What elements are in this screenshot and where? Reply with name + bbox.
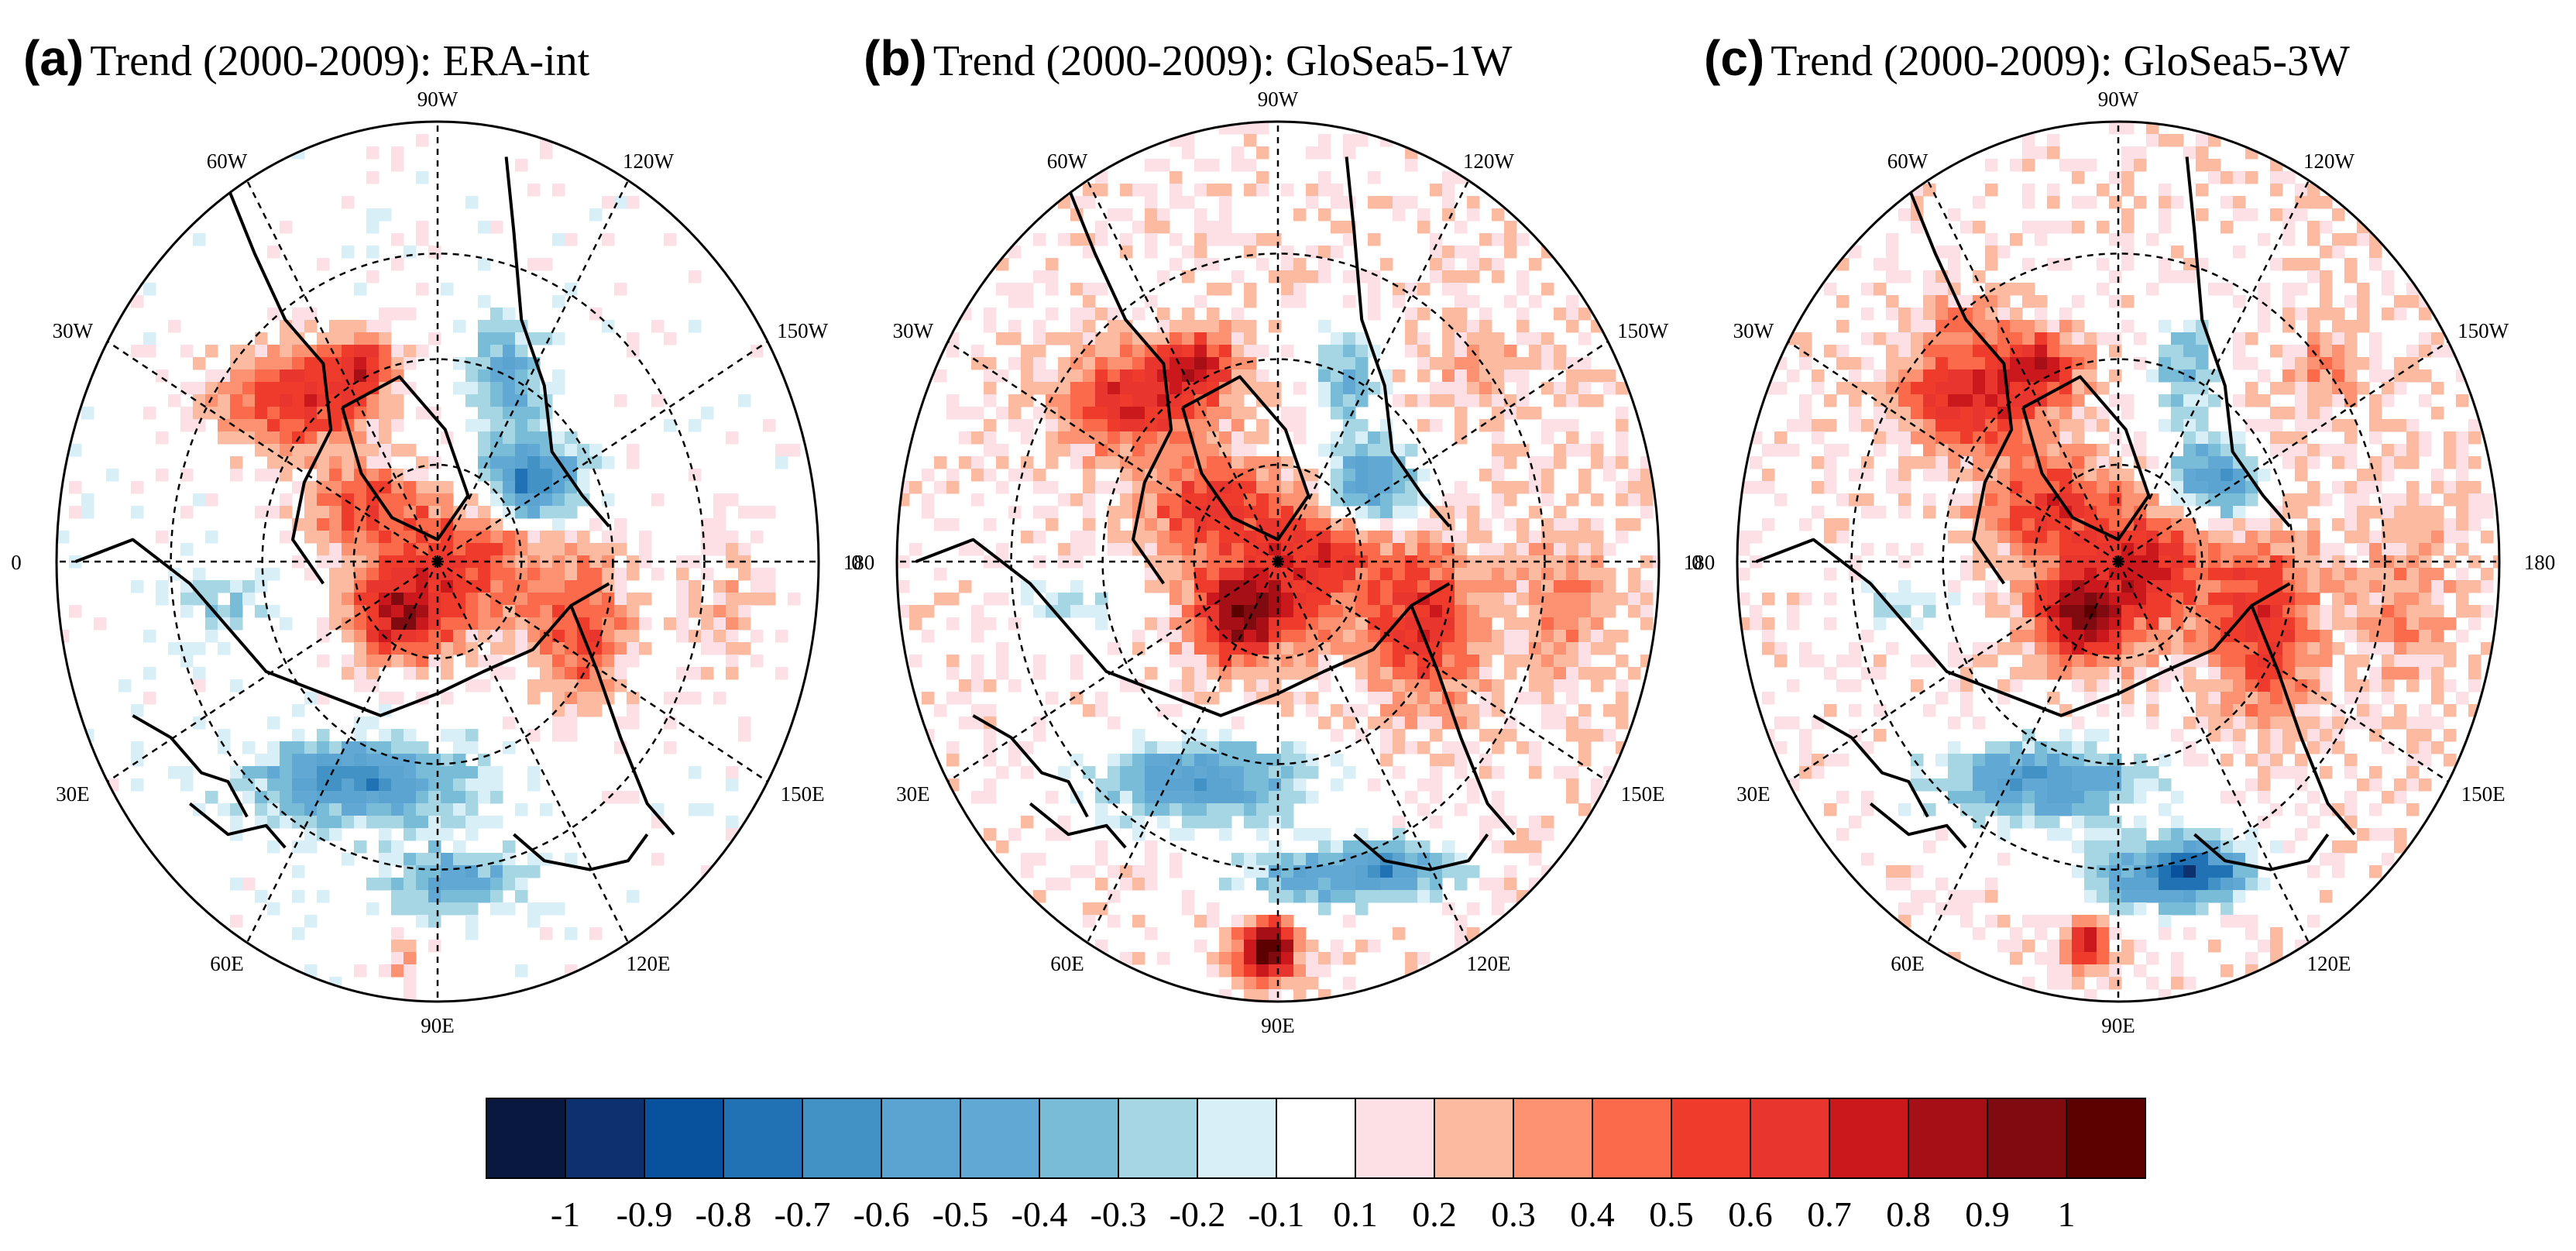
lon-label: 150W: [2458, 319, 2509, 342]
colorbar-tick-label: 0.7: [1807, 1194, 1852, 1234]
lon-label: 120W: [1463, 150, 1515, 173]
colorbar-tick-label: 0.4: [1570, 1194, 1615, 1234]
lon-label: 60W: [207, 150, 248, 173]
lon-label: 60E: [210, 952, 244, 975]
lon-label: 120W: [2303, 150, 2355, 173]
lon-label: 30E: [56, 782, 90, 806]
coastlines: [1755, 156, 2356, 871]
map-border: [55, 120, 820, 1003]
colorbar-tick-label: -0.6: [854, 1194, 910, 1234]
colorbar-segment: [1434, 1098, 1514, 1179]
colorbar-tick-label: 0.1: [1333, 1194, 1378, 1234]
colorbar-tick-label: -0.9: [617, 1194, 673, 1234]
colorbar-segment: [565, 1098, 645, 1179]
colorbar-tick-label: -0.2: [1170, 1194, 1226, 1234]
colorbar-tick-label: 0.3: [1491, 1194, 1536, 1234]
graticule: [1737, 122, 2499, 1002]
colorbar-tick-label: 0.5: [1649, 1194, 1694, 1234]
colorbar-tick-label: 1: [2058, 1194, 2076, 1234]
lon-label: 150E: [2461, 782, 2506, 806]
lon-label: 150W: [777, 319, 829, 342]
colorbar-tick-label: -0.1: [1249, 1194, 1305, 1234]
colorbar-tick-label: -0.8: [696, 1194, 752, 1234]
graticule: [897, 122, 1659, 1002]
lon-label: 150E: [781, 782, 825, 806]
colorbar-segment: [486, 1098, 566, 1179]
colorbar-segment: [1750, 1098, 1830, 1179]
polar-map-c: 90W 120W 150W 180 150E 120E 90E 60E 30E 0 30W 60W: [1692, 88, 2555, 1037]
colorbar: -1 -0.9 -0.8 -0.7 -0.6 -0.5 -0.4 -0.3 -0.2 -0.1 0.…: [486, 1098, 2146, 1234]
coastlines: [74, 156, 675, 871]
colorbar-tick-label: -0.5: [933, 1194, 989, 1234]
graticule: [57, 122, 819, 1002]
colorbar-segment: [1039, 1098, 1119, 1179]
lon-label: 30W: [893, 319, 934, 342]
colorbar-tick-label: 0.9: [1965, 1194, 2010, 1234]
lon-label: 30W: [53, 319, 94, 342]
colorbar-segment: [802, 1098, 882, 1179]
colorbar-segment: [1197, 1098, 1277, 1179]
lon-label: 90W: [2098, 88, 2139, 111]
lon-label: 60E: [1891, 952, 1925, 975]
colorbar-segment: [1671, 1098, 1751, 1179]
colorbar-tick-label: 0.2: [1412, 1194, 1457, 1234]
lon-label: 90W: [1258, 88, 1299, 111]
lon-label: 150W: [1617, 319, 1669, 342]
colorbar-segment: [881, 1098, 961, 1179]
colorbar-tick-label: -0.4: [1012, 1194, 1068, 1234]
lon-label: 90E: [1261, 1014, 1295, 1037]
lon-label: 180: [843, 551, 875, 574]
lon-label: 30E: [1736, 782, 1771, 806]
colorbar-segment: [1592, 1098, 1672, 1179]
colorbar-segment: [1908, 1098, 1988, 1179]
colorbar-segment: [644, 1098, 724, 1179]
colorbar-segment: [723, 1098, 803, 1179]
colorbar-segment: [1987, 1098, 2067, 1179]
lon-label: 60E: [1050, 952, 1084, 975]
panel-c-title: (c) Trend (2000-2009): GloSea5-3W: [1704, 30, 2350, 86]
lon-label: 120E: [2307, 952, 2351, 975]
lon-label: 120W: [623, 150, 675, 173]
panel-b-title: (b) Trend (2000-2009): GloSea5-1W: [864, 30, 1513, 86]
colorbar-segment: [960, 1098, 1040, 1179]
colorbar-segment: [1355, 1098, 1435, 1179]
polar-map-b: 90W 120W 150W 180 150E 120E 90E 60E 30E 0 30W 60W: [851, 88, 1715, 1037]
lon-label: 90E: [2101, 1014, 2135, 1037]
colorbar-segment: [1829, 1098, 1909, 1179]
lon-label: 120E: [1467, 952, 1511, 975]
colorbar-tick-label: 0.8: [1886, 1194, 1931, 1234]
colorbar-segment: [1513, 1098, 1593, 1179]
colorbar-tick-label: -0.7: [775, 1194, 831, 1234]
lon-label: 120E: [627, 952, 671, 975]
polar-map-a: 90W 120W 150W 180 150E 120E 90E 60E 30E 0 30W 60W: [11, 88, 874, 1037]
map-border: [1736, 120, 2501, 1003]
lon-label: 90W: [417, 88, 459, 111]
lon-label: 60W: [1047, 150, 1088, 173]
colorbar-tick-label: 0.6: [1728, 1194, 1773, 1234]
lon-label: 180: [2524, 551, 2556, 574]
lon-label: 150E: [1621, 782, 1665, 806]
lon-label: 30W: [1733, 319, 1774, 342]
lon-label: 0: [851, 551, 862, 574]
lon-label: 0: [1692, 551, 1702, 574]
map-border: [895, 120, 1661, 1003]
panel-a-title: (a) Trend (2000-2009): ERA-int: [23, 30, 590, 86]
lon-label: 30E: [896, 782, 930, 806]
lon-label: 180: [1684, 551, 1716, 574]
colorbar-segment: [1276, 1098, 1356, 1179]
coastlines: [915, 156, 1516, 871]
colorbar-segment: [1118, 1098, 1198, 1179]
lon-label: 90E: [421, 1014, 455, 1037]
lon-label: 60W: [1887, 150, 1929, 173]
lon-label: 0: [11, 551, 22, 574]
colorbar-tick-label: -0.3: [1091, 1194, 1147, 1234]
colorbar-tick-label: -1: [551, 1194, 580, 1234]
colorbar-segment: [2066, 1098, 2146, 1179]
